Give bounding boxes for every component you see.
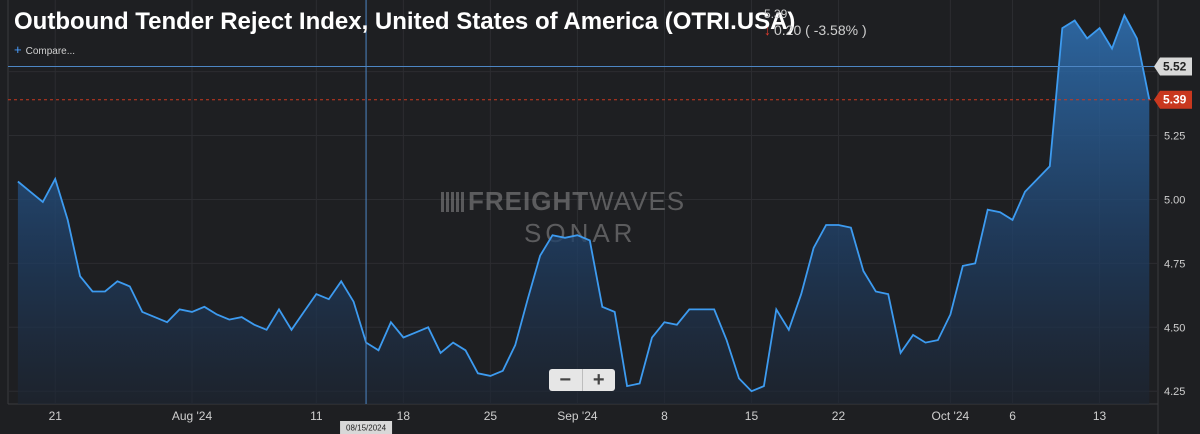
- svg-text:FREIGHTWAVES: FREIGHTWAVES: [468, 186, 685, 216]
- y-tick-label: 4.25: [1164, 386, 1185, 398]
- x-tick-label: Sep '24: [557, 409, 598, 423]
- crosshair-date-label: 08/15/2024: [346, 424, 387, 433]
- y-axis-ticks: 4.254.504.755.005.255.50: [1164, 67, 1185, 399]
- zoom-in-button[interactable]: +: [592, 369, 605, 391]
- quote-change: ↓ 0.20 ( -3.58% ): [764, 22, 867, 38]
- x-tick-label: 6: [1009, 409, 1016, 423]
- y-tick-label: 4.75: [1164, 258, 1185, 270]
- down-arrow-icon: ↓: [764, 22, 771, 38]
- y-tick-label: 4.50: [1164, 322, 1185, 334]
- crosshair-value-tag: [1154, 57, 1192, 76]
- x-tick-label: 15: [745, 409, 759, 423]
- watermark-freight: FREIGHT: [468, 186, 589, 216]
- compare-button[interactable]: + Compare...: [14, 42, 75, 57]
- quote-change-text: 0.20 ( -3.58% ): [774, 22, 867, 38]
- x-tick-label: 25: [484, 409, 498, 423]
- x-tick-label: 13: [1093, 409, 1107, 423]
- last-value-tag: [1154, 90, 1192, 109]
- x-tick-label: 22: [832, 409, 846, 423]
- series-line: [17, 13, 1151, 393]
- zoom-controls: − +: [549, 369, 615, 391]
- series-area: [17, 15, 1150, 405]
- x-tick-label: 18: [397, 409, 411, 423]
- compare-label: Compare...: [25, 46, 76, 57]
- x-tick-label: Aug '24: [172, 409, 213, 423]
- y-tick-label: 5.25: [1164, 131, 1185, 143]
- watermark-waves: WAVES: [589, 186, 685, 216]
- watermark-bars-icon: [441, 192, 464, 212]
- x-tick-label: Oct '24: [932, 409, 970, 423]
- quote-summary: 5.39 ↓ 0.20 ( -3.58% ): [764, 7, 867, 38]
- last-value-marker: 5.39: [8, 90, 1192, 109]
- crosshair: 08/15/2024 5.52: [8, 0, 1192, 434]
- x-axis-ticks: 21 Aug '24 11 18 25 Sep '24 8 15 22 Oct '24 6 13: [49, 409, 1107, 423]
- plus-icon: +: [14, 42, 22, 57]
- x-tick-label: 21: [49, 409, 63, 423]
- chart-title: Outbound Tender Reject Index, United Sta…: [14, 8, 796, 35]
- crosshair-value-label: 5.52: [1163, 59, 1187, 73]
- x-tick-label: 8: [661, 409, 668, 423]
- zoom-out-button[interactable]: −: [549, 369, 583, 391]
- x-tick-label: 11: [310, 409, 323, 423]
- quote-last-value: 5.39: [764, 7, 788, 21]
- y-tick-label: 5.00: [1164, 194, 1185, 206]
- crosshair-date-tag: [340, 421, 393, 434]
- last-value-label: 5.39: [1163, 93, 1187, 107]
